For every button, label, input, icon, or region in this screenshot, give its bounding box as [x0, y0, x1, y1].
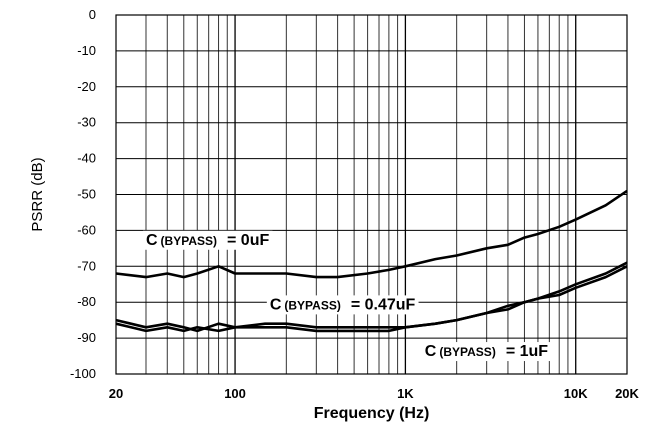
y-tick-label: -40 — [77, 151, 96, 166]
annotations: C (BYPASS) = 0uF C (BYPASS) = 0.47uF C (BYPASS)… — [142, 230, 552, 362]
x-axis-label: Frequency (Hz) — [314, 405, 430, 422]
plot-frame — [115, 14, 628, 375]
y-axis-label: PSRR (dB) — [29, 157, 46, 231]
x-tick-label: 10K — [564, 386, 588, 401]
x-tick-labels: 20 100 1K 10K 20K — [109, 386, 640, 401]
y-tick-label: -50 — [77, 187, 96, 202]
annotation-c0: C (BYPASS) = 0uF — [146, 232, 269, 249]
x-tick-label: 20 — [109, 386, 123, 401]
annotation-bg — [421, 342, 552, 362]
y-tick-label: 0 — [89, 7, 96, 22]
x-tick-label: 1K — [397, 386, 414, 401]
annotation-c047: C (BYPASS) = 0.47uF — [270, 296, 416, 313]
y-tick-label: -70 — [77, 258, 96, 273]
y-tick-label: -20 — [77, 79, 96, 94]
x-tick-label: 100 — [224, 386, 246, 401]
series-line-0: C(BYPASS) = 0uF — [115, 189, 628, 279]
annotation-bg — [266, 295, 419, 315]
y-tick-label: -90 — [77, 330, 96, 345]
x-tick-label: 20K — [615, 386, 639, 401]
y-tick-labels: 0 -10 -20 -30 -40 -50 -60 -70 -80 -90 -100 — [70, 7, 96, 381]
grid — [116, 14, 627, 375]
y-tick-label: -100 — [70, 366, 96, 381]
y-tick-label: -30 — [77, 115, 96, 130]
annotation-c1: C (BYPASS) = 1uF — [425, 343, 548, 360]
series-line-2: C(BYPASS) = 1uF — [115, 265, 628, 333]
y-tick-label: -10 — [77, 43, 96, 58]
y-tick-label: -80 — [77, 294, 96, 309]
y-tick-label: -60 — [77, 222, 96, 237]
annotation-bg — [142, 230, 273, 250]
